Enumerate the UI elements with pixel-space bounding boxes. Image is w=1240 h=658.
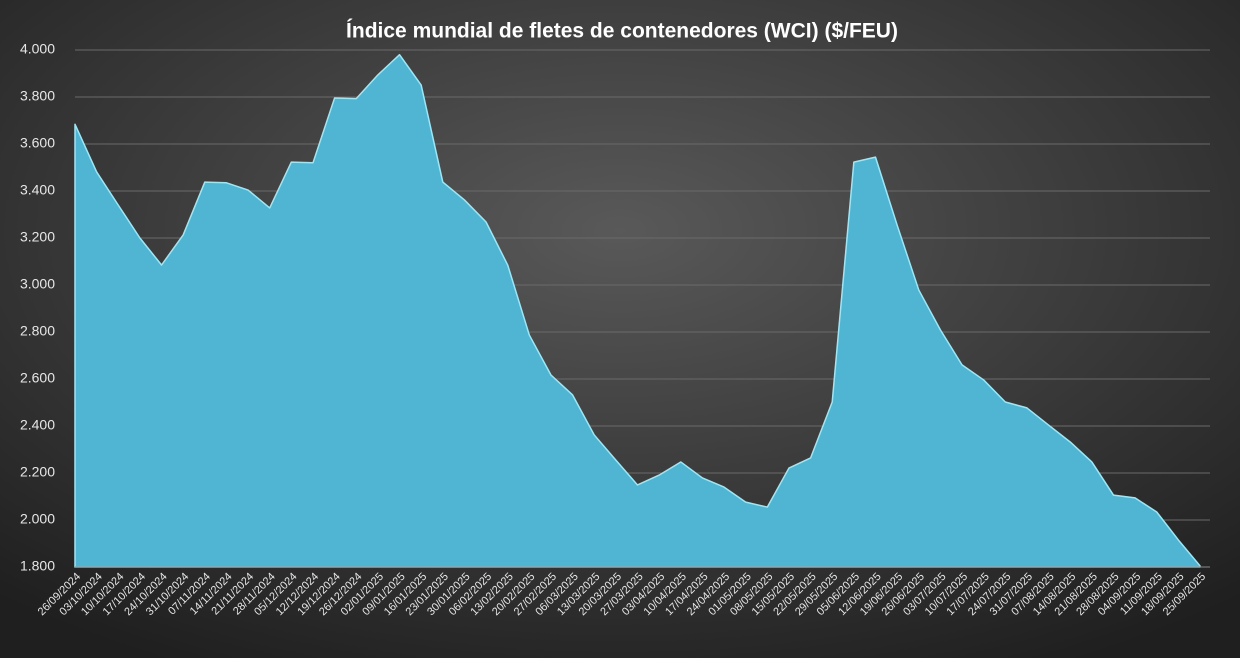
y-tick-label: 2.400 <box>20 417 55 433</box>
chart-title: Índice mundial de fletes de contenedores… <box>346 20 898 43</box>
y-tick-label: 3.200 <box>20 229 55 245</box>
y-tick-label: 2.600 <box>20 370 55 386</box>
area <box>74 53 1201 568</box>
y-tick-label: 1.800 <box>20 558 55 574</box>
y-tick-label: 2.000 <box>20 511 55 527</box>
y-tick-label: 3.000 <box>20 276 55 292</box>
y-tick-label: 4.000 <box>20 41 55 57</box>
y-tick-label: 3.600 <box>20 135 55 151</box>
y-tick-label: 3.800 <box>20 88 55 104</box>
y-tick-label: 2.800 <box>20 323 55 339</box>
y-tick-label: 2.200 <box>20 464 55 480</box>
y-tick-label: 3.400 <box>20 182 55 198</box>
